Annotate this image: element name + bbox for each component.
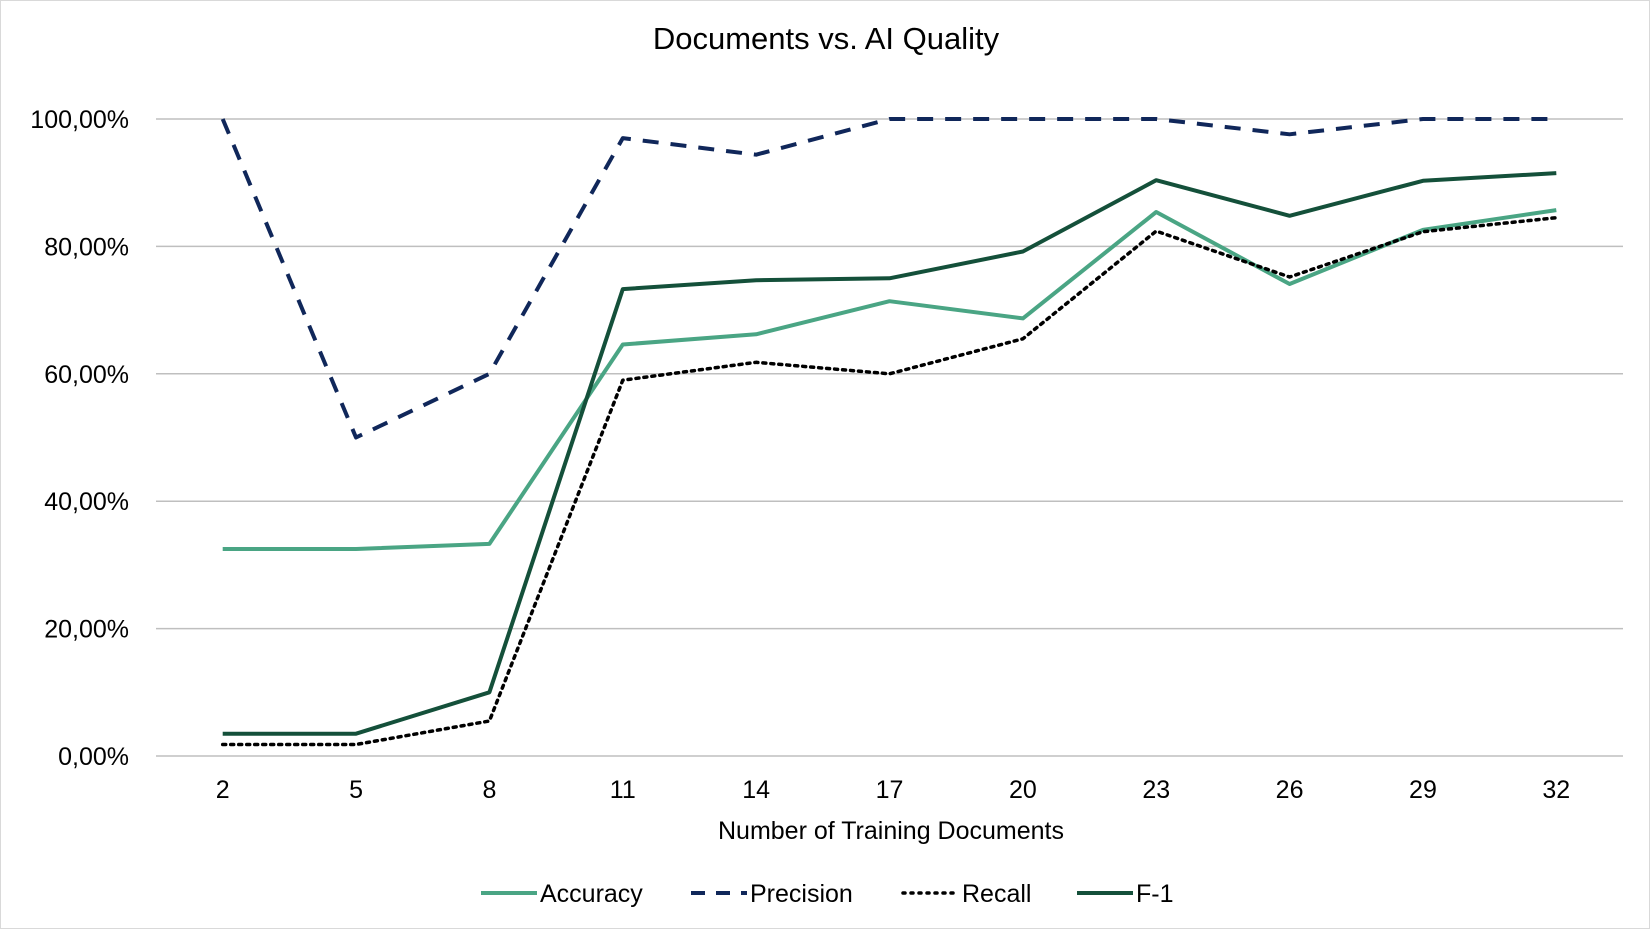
series-line-precision [220,117,1557,440]
y-tick-label: 40,00% [44,488,129,516]
legend: Accuracy Precision Recall F-1 [481,880,1174,908]
x-tick-label: 20 [1009,776,1037,804]
x-tick-label: 29 [1409,776,1437,804]
chart-title: Documents vs. AI Quality [653,21,1000,56]
axes: 0,00% 20,00% 40,00% 60,00% 80,00% 100,00% 2 5 8 1… [30,106,1623,804]
x-tick-label: 11 [610,776,636,804]
x-tick-label: 17 [876,776,904,804]
legend-item-f-1: F-1 [1077,880,1174,908]
x-tick-label: 8 [482,776,496,804]
series-lines [220,117,1559,747]
series-line-recall [220,215,1559,747]
legend-label: F-1 [1136,880,1174,908]
legend-label: Accuracy [540,880,643,908]
x-tick-label: 14 [742,776,770,804]
legend-label: Precision [750,880,853,908]
y-tick-label: 80,00% [44,233,129,261]
x-axis-title: Number of Training Documents [718,817,1064,845]
y-tick-label: 60,00% [44,361,129,389]
series-line-accuracy [222,208,1557,551]
series-line-f-1 [222,171,1557,736]
legend-label: Recall [962,880,1031,908]
y-tick-label: 100,00% [30,106,129,134]
legend-item-recall: Recall [901,880,1031,908]
x-tick-label: 5 [349,776,363,804]
x-tick-label: 23 [1142,776,1170,804]
y-tick-label: 20,00% [44,616,129,644]
x-tick-label: 32 [1542,776,1570,804]
legend-item-precision: Precision [691,880,853,908]
y-tick-label: 0,00% [58,743,129,771]
legend-item-accuracy: Accuracy [481,880,643,908]
x-tick-label: 26 [1276,776,1304,804]
x-tick-label: 2 [216,776,230,804]
